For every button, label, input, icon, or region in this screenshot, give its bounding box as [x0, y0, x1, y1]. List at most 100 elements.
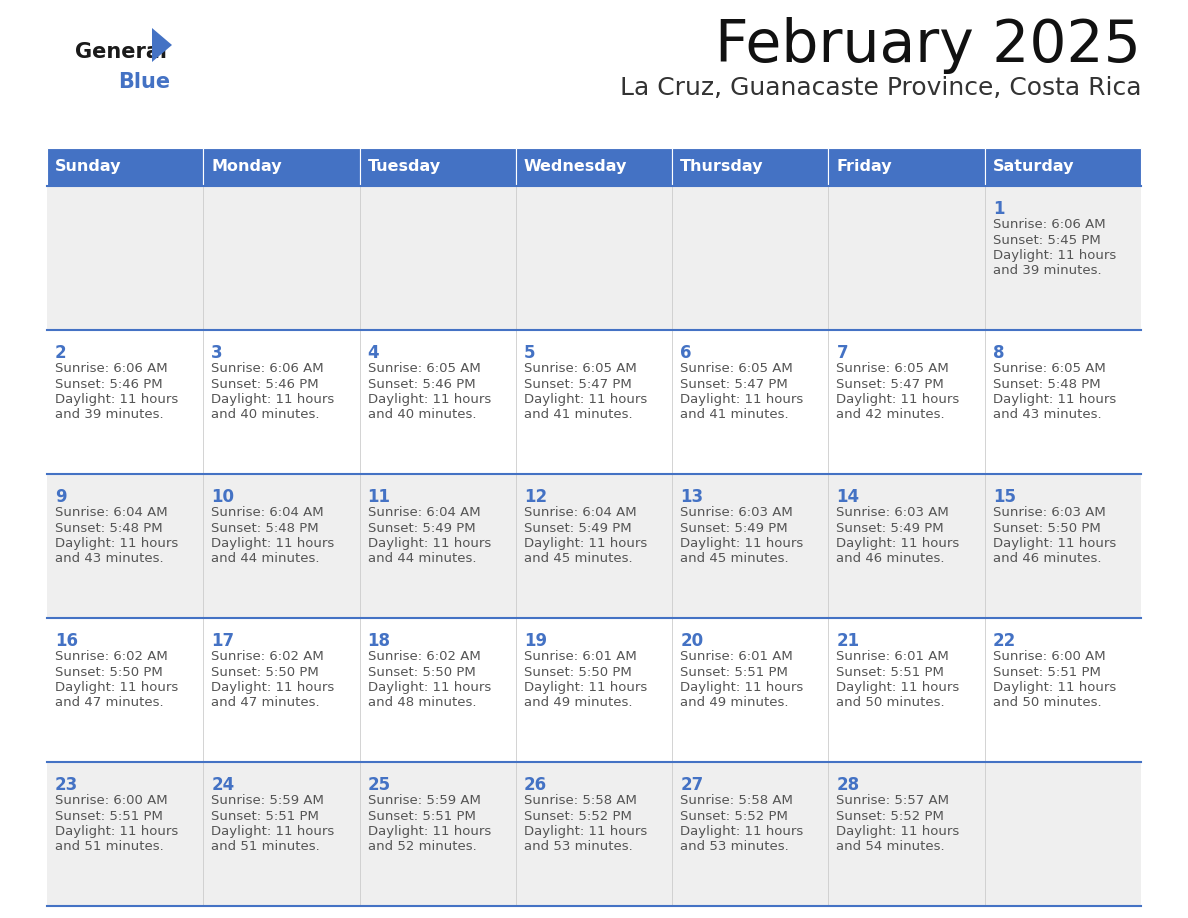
Text: 6: 6 — [681, 344, 691, 362]
Text: and 53 minutes.: and 53 minutes. — [681, 841, 789, 854]
Text: Daylight: 11 hours: Daylight: 11 hours — [55, 393, 178, 406]
Text: 27: 27 — [681, 776, 703, 794]
Bar — [203, 148, 360, 186]
Text: and 39 minutes.: and 39 minutes. — [55, 409, 164, 421]
Text: Daylight: 11 hours: Daylight: 11 hours — [836, 537, 960, 550]
Text: 17: 17 — [211, 632, 234, 650]
Bar — [360, 148, 516, 186]
Text: Sunset: 5:49 PM: Sunset: 5:49 PM — [524, 521, 632, 534]
Text: Sunset: 5:46 PM: Sunset: 5:46 PM — [211, 377, 318, 390]
Text: and 46 minutes.: and 46 minutes. — [993, 553, 1101, 565]
Text: Sunset: 5:47 PM: Sunset: 5:47 PM — [836, 377, 944, 390]
Bar — [48, 186, 1140, 330]
Text: Wednesday: Wednesday — [524, 160, 627, 174]
Text: 14: 14 — [836, 488, 860, 506]
Text: Sunset: 5:48 PM: Sunset: 5:48 PM — [211, 521, 318, 534]
Text: Sunset: 5:51 PM: Sunset: 5:51 PM — [211, 810, 320, 823]
Text: Sunset: 5:51 PM: Sunset: 5:51 PM — [367, 810, 475, 823]
Bar — [48, 474, 1140, 618]
Text: and 53 minutes.: and 53 minutes. — [524, 841, 632, 854]
Text: Sunrise: 6:04 AM: Sunrise: 6:04 AM — [211, 506, 324, 519]
Bar — [48, 330, 1140, 474]
Text: Sunset: 5:50 PM: Sunset: 5:50 PM — [367, 666, 475, 678]
Text: Daylight: 11 hours: Daylight: 11 hours — [524, 393, 647, 406]
Text: 25: 25 — [367, 776, 391, 794]
Text: Saturday: Saturday — [993, 160, 1074, 174]
Text: General: General — [75, 42, 168, 62]
Text: and 40 minutes.: and 40 minutes. — [211, 409, 320, 421]
Text: and 51 minutes.: and 51 minutes. — [55, 841, 164, 854]
Text: and 48 minutes.: and 48 minutes. — [367, 697, 476, 710]
Text: 15: 15 — [993, 488, 1016, 506]
Text: Sunset: 5:51 PM: Sunset: 5:51 PM — [55, 810, 163, 823]
Text: Sunrise: 6:00 AM: Sunrise: 6:00 AM — [993, 650, 1105, 663]
Text: and 41 minutes.: and 41 minutes. — [524, 409, 632, 421]
Text: 11: 11 — [367, 488, 391, 506]
Text: and 47 minutes.: and 47 minutes. — [211, 697, 320, 710]
Text: Sunset: 5:46 PM: Sunset: 5:46 PM — [367, 377, 475, 390]
Text: and 43 minutes.: and 43 minutes. — [55, 553, 164, 565]
Text: Sunset: 5:52 PM: Sunset: 5:52 PM — [681, 810, 788, 823]
Text: Sunrise: 6:05 AM: Sunrise: 6:05 AM — [367, 362, 480, 375]
Text: Daylight: 11 hours: Daylight: 11 hours — [993, 537, 1116, 550]
Text: and 45 minutes.: and 45 minutes. — [681, 553, 789, 565]
Text: Daylight: 11 hours: Daylight: 11 hours — [681, 681, 803, 694]
Text: Sunrise: 6:06 AM: Sunrise: 6:06 AM — [55, 362, 168, 375]
Text: Blue: Blue — [118, 72, 170, 92]
Text: Sunset: 5:49 PM: Sunset: 5:49 PM — [681, 521, 788, 534]
Text: Sunset: 5:47 PM: Sunset: 5:47 PM — [681, 377, 788, 390]
Text: Sunrise: 6:01 AM: Sunrise: 6:01 AM — [836, 650, 949, 663]
Text: Friday: Friday — [836, 160, 892, 174]
Text: Sunrise: 6:06 AM: Sunrise: 6:06 AM — [993, 218, 1105, 231]
Text: Daylight: 11 hours: Daylight: 11 hours — [681, 537, 803, 550]
Text: Daylight: 11 hours: Daylight: 11 hours — [367, 537, 491, 550]
Text: and 39 minutes.: and 39 minutes. — [993, 264, 1101, 277]
Text: 16: 16 — [55, 632, 78, 650]
Text: Daylight: 11 hours: Daylight: 11 hours — [836, 393, 960, 406]
Text: Sunrise: 6:06 AM: Sunrise: 6:06 AM — [211, 362, 324, 375]
Text: La Cruz, Guanacaste Province, Costa Rica: La Cruz, Guanacaste Province, Costa Rica — [619, 76, 1140, 100]
Text: 24: 24 — [211, 776, 234, 794]
Text: Sunrise: 6:02 AM: Sunrise: 6:02 AM — [55, 650, 168, 663]
Text: Daylight: 11 hours: Daylight: 11 hours — [55, 681, 178, 694]
Text: Sunset: 5:52 PM: Sunset: 5:52 PM — [836, 810, 944, 823]
Text: Daylight: 11 hours: Daylight: 11 hours — [524, 537, 647, 550]
Text: 13: 13 — [681, 488, 703, 506]
Text: 19: 19 — [524, 632, 546, 650]
Text: and 43 minutes.: and 43 minutes. — [993, 409, 1101, 421]
Text: Daylight: 11 hours: Daylight: 11 hours — [993, 393, 1116, 406]
Text: and 41 minutes.: and 41 minutes. — [681, 409, 789, 421]
Text: Daylight: 11 hours: Daylight: 11 hours — [367, 393, 491, 406]
Text: 4: 4 — [367, 344, 379, 362]
Text: Thursday: Thursday — [681, 160, 764, 174]
Text: Sunset: 5:50 PM: Sunset: 5:50 PM — [993, 521, 1100, 534]
Text: Daylight: 11 hours: Daylight: 11 hours — [993, 249, 1116, 262]
Bar — [48, 618, 1140, 762]
Text: Sunset: 5:52 PM: Sunset: 5:52 PM — [524, 810, 632, 823]
Text: Sunrise: 6:03 AM: Sunrise: 6:03 AM — [681, 506, 792, 519]
Text: Sunset: 5:48 PM: Sunset: 5:48 PM — [993, 377, 1100, 390]
Text: Daylight: 11 hours: Daylight: 11 hours — [524, 681, 647, 694]
Text: and 49 minutes.: and 49 minutes. — [524, 697, 632, 710]
Text: and 45 minutes.: and 45 minutes. — [524, 553, 632, 565]
Bar — [516, 148, 672, 186]
Text: Daylight: 11 hours: Daylight: 11 hours — [211, 681, 335, 694]
Bar — [828, 148, 985, 186]
Text: Sunset: 5:45 PM: Sunset: 5:45 PM — [993, 233, 1100, 247]
Text: Sunrise: 6:04 AM: Sunrise: 6:04 AM — [524, 506, 637, 519]
Text: Sunrise: 6:05 AM: Sunrise: 6:05 AM — [836, 362, 949, 375]
Text: 28: 28 — [836, 776, 860, 794]
Text: Sunrise: 6:01 AM: Sunrise: 6:01 AM — [524, 650, 637, 663]
Text: Sunset: 5:50 PM: Sunset: 5:50 PM — [55, 666, 163, 678]
Text: 1: 1 — [993, 200, 1004, 218]
Text: Sunrise: 6:03 AM: Sunrise: 6:03 AM — [993, 506, 1106, 519]
Bar — [985, 148, 1140, 186]
Text: and 49 minutes.: and 49 minutes. — [681, 697, 789, 710]
Text: Tuesday: Tuesday — [367, 160, 441, 174]
Text: Daylight: 11 hours: Daylight: 11 hours — [55, 537, 178, 550]
Text: Sunrise: 6:02 AM: Sunrise: 6:02 AM — [367, 650, 480, 663]
Text: Sunset: 5:51 PM: Sunset: 5:51 PM — [836, 666, 944, 678]
Text: 8: 8 — [993, 344, 1004, 362]
Text: Sunrise: 6:04 AM: Sunrise: 6:04 AM — [55, 506, 168, 519]
Text: Daylight: 11 hours: Daylight: 11 hours — [836, 681, 960, 694]
